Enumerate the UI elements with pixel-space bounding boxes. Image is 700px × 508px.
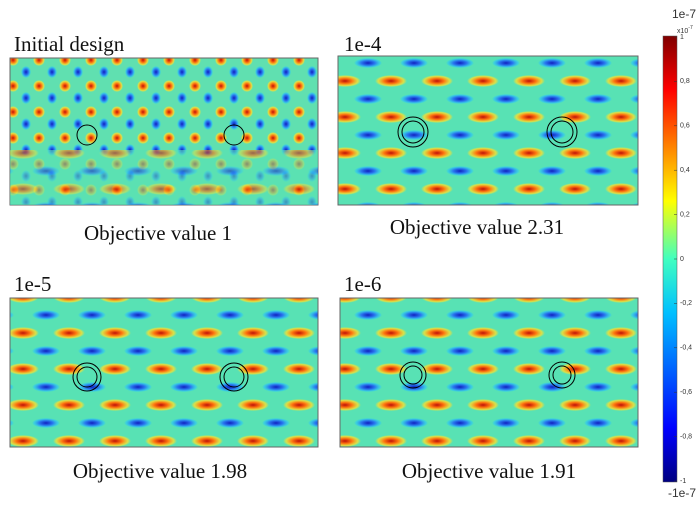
panel: 1e-6 Objective value 1.91 [340,272,638,483]
panel: Initial design Objective value 1 [10,32,318,245]
colorbar-tick-label: -0,2 [680,300,692,307]
colorbar-tick-label: -0,6 [680,389,692,396]
panel-caption: Objective value 1.98 [73,459,247,483]
panel-caption: Objective value 2.31 [390,215,564,239]
colorbar-tick-label: 1 [680,34,684,41]
figure: Initial design Objective value 1 1e-4 Ob… [0,0,700,508]
colorbar-tick-label: -0,8 [680,433,692,440]
colorbar-tick-label: -0,4 [680,345,692,352]
panel-title: Initial design [14,32,125,56]
panel: 1e-4 Objective value 2.31 [338,32,638,239]
colorbar-tick-label: 0,8 [680,78,690,85]
panel-caption: Objective value 1.91 [402,459,576,483]
colorbar-top-label: 1e-7 [672,7,696,21]
panel: 1e-5 Objective value 1.98 [10,272,318,483]
colorbar-tick-label: -1 [680,478,686,485]
colorbar-tick-label: 0 [680,256,684,263]
panel-title: 1e-5 [14,272,51,296]
colorbar-tick-label: 0,6 [680,123,690,130]
panel-title: 1e-6 [344,272,381,296]
panel-title: 1e-4 [344,32,382,56]
colorbar-tick-label: 0,2 [680,211,690,218]
field-plot [10,298,318,447]
colorbar-tick-label: 0,4 [680,167,690,174]
colorbar-bottom-label: -1e-7 [668,486,696,500]
scale-exponent: -7 [688,25,693,31]
field-plot [10,150,318,205]
field-plot [338,56,638,205]
panel-caption: Objective value 1 [84,221,232,245]
field-plot [340,298,638,447]
